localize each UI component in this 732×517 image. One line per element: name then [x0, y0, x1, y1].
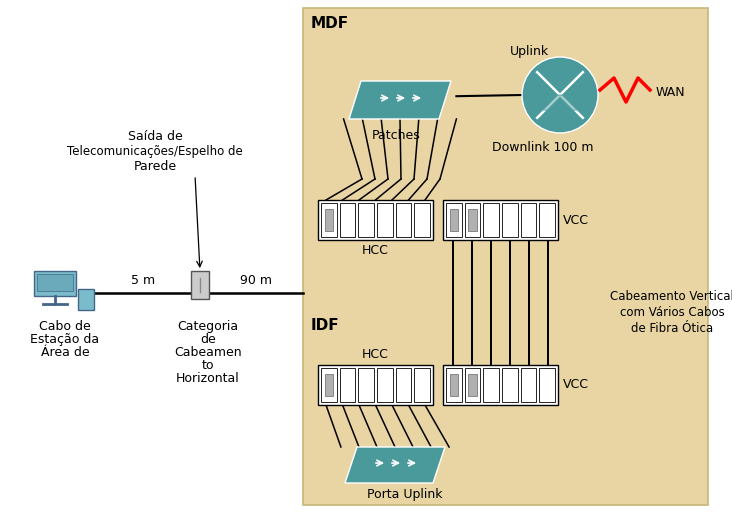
Bar: [321, 368, 337, 402]
Text: HCC: HCC: [362, 348, 389, 361]
Text: VCC: VCC: [563, 378, 589, 391]
Bar: [37, 273, 73, 291]
Bar: [449, 374, 458, 396]
Polygon shape: [526, 95, 594, 112]
Circle shape: [522, 57, 598, 133]
Bar: [377, 203, 392, 237]
Text: to: to: [202, 359, 214, 372]
Text: Uplink: Uplink: [510, 45, 549, 58]
Bar: [449, 209, 458, 231]
Bar: [359, 203, 374, 237]
Bar: [483, 203, 499, 237]
Bar: [468, 209, 477, 231]
Text: Saída de: Saída de: [127, 130, 182, 143]
Bar: [539, 203, 555, 237]
Text: 90 m: 90 m: [240, 274, 272, 287]
Text: Horizontal: Horizontal: [176, 372, 240, 385]
Bar: [340, 368, 355, 402]
Text: Cabo de: Cabo de: [39, 320, 91, 333]
Text: HCC: HCC: [362, 244, 389, 257]
Bar: [465, 368, 480, 402]
Text: Cabeamen: Cabeamen: [174, 346, 242, 359]
Text: Patches: Patches: [372, 129, 421, 142]
Bar: [468, 374, 477, 396]
Bar: [443, 200, 558, 240]
Bar: [520, 368, 537, 402]
Text: IDF: IDF: [311, 318, 340, 333]
Bar: [191, 271, 209, 299]
Text: Porta Uplink: Porta Uplink: [367, 488, 443, 501]
Bar: [446, 368, 462, 402]
Bar: [539, 368, 555, 402]
Text: Área de: Área de: [41, 346, 89, 359]
Text: Telecomunicações/Espelho de: Telecomunicações/Espelho de: [67, 145, 243, 158]
Text: com Vários Cabos: com Vários Cabos: [619, 306, 725, 319]
Bar: [340, 203, 355, 237]
Text: 5 m: 5 m: [131, 274, 155, 287]
Text: VCC: VCC: [563, 214, 589, 226]
Text: MDF: MDF: [311, 16, 349, 31]
Text: Estação da: Estação da: [31, 333, 100, 346]
Text: de Fibra Ótica: de Fibra Ótica: [631, 322, 713, 335]
Bar: [502, 368, 518, 402]
Bar: [483, 368, 499, 402]
Bar: [318, 365, 433, 405]
Bar: [520, 203, 537, 237]
Bar: [324, 374, 333, 396]
Bar: [303, 8, 708, 505]
Bar: [465, 203, 480, 237]
Bar: [396, 203, 411, 237]
Polygon shape: [349, 81, 451, 119]
Bar: [414, 368, 430, 402]
Bar: [396, 368, 411, 402]
Bar: [34, 270, 76, 296]
Bar: [446, 203, 462, 237]
Text: Categoria: Categoria: [177, 320, 239, 333]
Bar: [377, 368, 392, 402]
Bar: [318, 200, 433, 240]
Text: Cabeamento Vertical: Cabeamento Vertical: [610, 290, 732, 303]
Text: WAN: WAN: [656, 85, 686, 99]
Polygon shape: [345, 447, 445, 483]
Bar: [359, 368, 374, 402]
Bar: [502, 203, 518, 237]
Bar: [443, 365, 558, 405]
Text: Parede: Parede: [133, 160, 176, 173]
Bar: [78, 289, 94, 310]
Bar: [321, 203, 337, 237]
Text: de: de: [200, 333, 216, 346]
Bar: [324, 209, 333, 231]
Text: Downlink 100 m: Downlink 100 m: [492, 141, 594, 154]
Bar: [414, 203, 430, 237]
